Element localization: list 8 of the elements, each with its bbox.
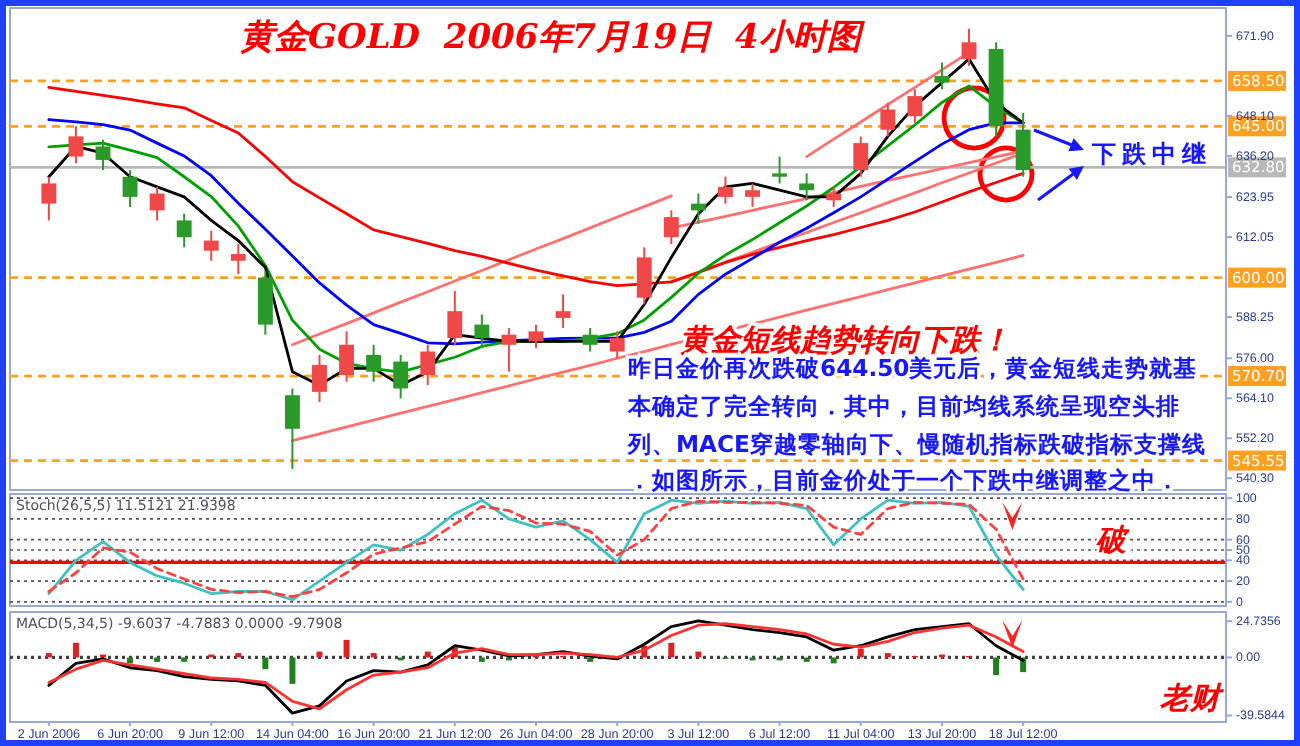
chart-title: 黄金GOLD 2006年7月19日 4小时图 <box>240 18 865 58</box>
annotation: 列、MACE穿越零轴向下、慢随机指标跌破指标支撑线 <box>626 430 1206 458</box>
ref-line-label: 破 <box>1096 522 1130 559</box>
annotation: ．如图所示，目前金价处于一个下跌中继调整之中． <box>628 466 1180 494</box>
text: 下跌中继 <box>1090 140 1212 168</box>
annotation: 本确定了完全转向．其中，目前均线系统呈现空头排 <box>626 392 1180 420</box>
annotation: 昨日金价再次跌破644.50美元后，黄金短线走势就基 <box>628 354 1198 382</box>
text: 老财 <box>1158 680 1226 716</box>
